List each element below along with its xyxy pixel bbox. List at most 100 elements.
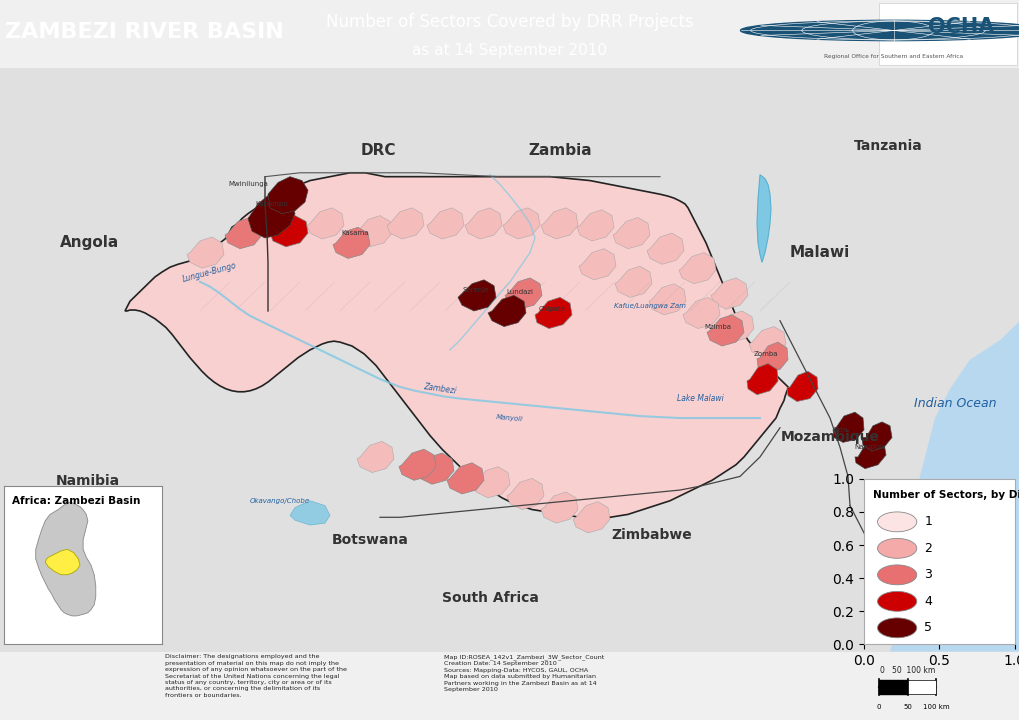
- Text: 100 km: 100 km: [922, 704, 949, 710]
- Text: Lake Malawi: Lake Malawi: [676, 394, 722, 403]
- Text: 0   50  100 km: 0 50 100 km: [879, 666, 934, 675]
- Polygon shape: [248, 192, 294, 238]
- Polygon shape: [577, 210, 613, 241]
- Text: 4: 4: [923, 595, 931, 608]
- Text: 1: 1: [923, 516, 931, 528]
- Bar: [878, 3, 1016, 65]
- Polygon shape: [502, 208, 539, 239]
- Text: Kabompo: Kabompo: [256, 201, 288, 207]
- Polygon shape: [716, 311, 753, 342]
- Text: South Africa: South Africa: [441, 591, 538, 605]
- Polygon shape: [614, 266, 651, 297]
- Polygon shape: [787, 372, 817, 402]
- Polygon shape: [45, 549, 79, 575]
- Polygon shape: [289, 500, 330, 525]
- Polygon shape: [487, 295, 526, 327]
- Polygon shape: [679, 253, 715, 284]
- Text: DRC: DRC: [360, 143, 395, 158]
- Polygon shape: [573, 502, 609, 533]
- Polygon shape: [706, 315, 743, 346]
- Text: Mozambique: Mozambique: [780, 431, 878, 444]
- Polygon shape: [446, 463, 484, 494]
- Text: Zimbabwe: Zimbabwe: [611, 528, 692, 542]
- Polygon shape: [355, 215, 391, 247]
- Polygon shape: [710, 278, 747, 309]
- Text: Zambezi: Zambezi: [423, 382, 457, 395]
- Ellipse shape: [876, 591, 916, 611]
- Text: Disclaimer: The designations employed and the
presentation of material on this m: Disclaimer: The designations employed an…: [165, 654, 346, 698]
- Polygon shape: [648, 284, 686, 315]
- Ellipse shape: [876, 565, 916, 585]
- Text: Tanzania: Tanzania: [853, 138, 921, 153]
- Text: Mzimba: Mzimba: [704, 323, 731, 330]
- Text: ZAMBEZI RIVER BASIN: ZAMBEZI RIVER BASIN: [5, 22, 283, 42]
- Polygon shape: [125, 173, 788, 517]
- Text: Regional Office for Southern and Eastern Africa: Regional Office for Southern and Eastern…: [823, 54, 962, 59]
- Text: Zomba: Zomba: [753, 351, 777, 357]
- Text: Africa: Zambezi Basin: Africa: Zambezi Basin: [12, 495, 141, 505]
- Text: Zambia: Zambia: [528, 143, 591, 158]
- Text: Serenje: Serenje: [463, 287, 489, 292]
- Polygon shape: [186, 237, 224, 268]
- Text: Number of Sectors, by District: Number of Sectors, by District: [872, 490, 1019, 500]
- Text: 3: 3: [923, 568, 931, 581]
- Text: Lundazi: Lundazi: [506, 289, 533, 294]
- Text: 0: 0: [876, 704, 880, 710]
- Text: Map ID:ROSEA_142v1_Zambezi_3W_Sector_Count
Creation Date: 14 September 2010
Sour: Map ID:ROSEA_142v1_Zambezi_3W_Sector_Cou…: [443, 654, 603, 692]
- Ellipse shape: [876, 512, 916, 532]
- Polygon shape: [270, 215, 308, 247]
- Polygon shape: [36, 502, 96, 616]
- Ellipse shape: [876, 618, 916, 638]
- Polygon shape: [427, 208, 464, 239]
- Text: 5: 5: [923, 621, 931, 634]
- Polygon shape: [535, 297, 572, 328]
- Polygon shape: [746, 364, 777, 395]
- Text: Nampula: Nampula: [854, 444, 884, 450]
- Text: 2: 2: [923, 542, 931, 555]
- Text: Lungue-Bungo: Lungue-Bungo: [181, 261, 237, 284]
- Text: Namibia: Namibia: [56, 474, 120, 488]
- Text: 50: 50: [903, 704, 911, 710]
- Polygon shape: [398, 449, 435, 480]
- Polygon shape: [386, 208, 424, 239]
- Text: Botswana: Botswana: [331, 533, 408, 546]
- Polygon shape: [861, 422, 892, 451]
- Text: Chipata: Chipata: [538, 306, 565, 312]
- Polygon shape: [332, 228, 370, 258]
- Polygon shape: [890, 320, 1019, 652]
- Polygon shape: [465, 208, 501, 239]
- Polygon shape: [357, 441, 393, 472]
- Polygon shape: [833, 412, 863, 442]
- Text: Okavango/Chobe: Okavango/Chobe: [250, 498, 310, 504]
- Text: Manyoli: Manyoli: [495, 414, 524, 422]
- Text: Mwinilunga: Mwinilunga: [228, 181, 268, 187]
- Circle shape: [740, 20, 1019, 40]
- Polygon shape: [756, 342, 788, 372]
- Polygon shape: [473, 467, 510, 498]
- Polygon shape: [504, 278, 541, 309]
- Text: Indian Ocean: Indian Ocean: [913, 397, 996, 410]
- Polygon shape: [683, 297, 719, 328]
- Polygon shape: [307, 208, 343, 239]
- Text: Malawi: Malawi: [789, 245, 849, 260]
- Polygon shape: [646, 233, 684, 264]
- Polygon shape: [225, 217, 262, 248]
- Text: Kafue/Luangwa Zam: Kafue/Luangwa Zam: [613, 303, 686, 309]
- Text: Tete: Tete: [833, 427, 847, 433]
- Text: as at 14 September 2010: as at 14 September 2010: [412, 42, 607, 58]
- Polygon shape: [612, 217, 649, 248]
- Polygon shape: [756, 175, 770, 262]
- Polygon shape: [540, 208, 578, 239]
- Text: Angola: Angola: [60, 235, 119, 251]
- Polygon shape: [854, 439, 886, 469]
- Polygon shape: [458, 280, 495, 311]
- Text: OCHA: OCHA: [927, 17, 994, 37]
- Polygon shape: [506, 478, 543, 510]
- Polygon shape: [748, 327, 786, 358]
- Polygon shape: [417, 453, 453, 485]
- Polygon shape: [268, 176, 308, 214]
- Ellipse shape: [876, 539, 916, 558]
- Text: Kasama: Kasama: [341, 230, 369, 236]
- Polygon shape: [579, 248, 615, 280]
- Polygon shape: [540, 492, 578, 523]
